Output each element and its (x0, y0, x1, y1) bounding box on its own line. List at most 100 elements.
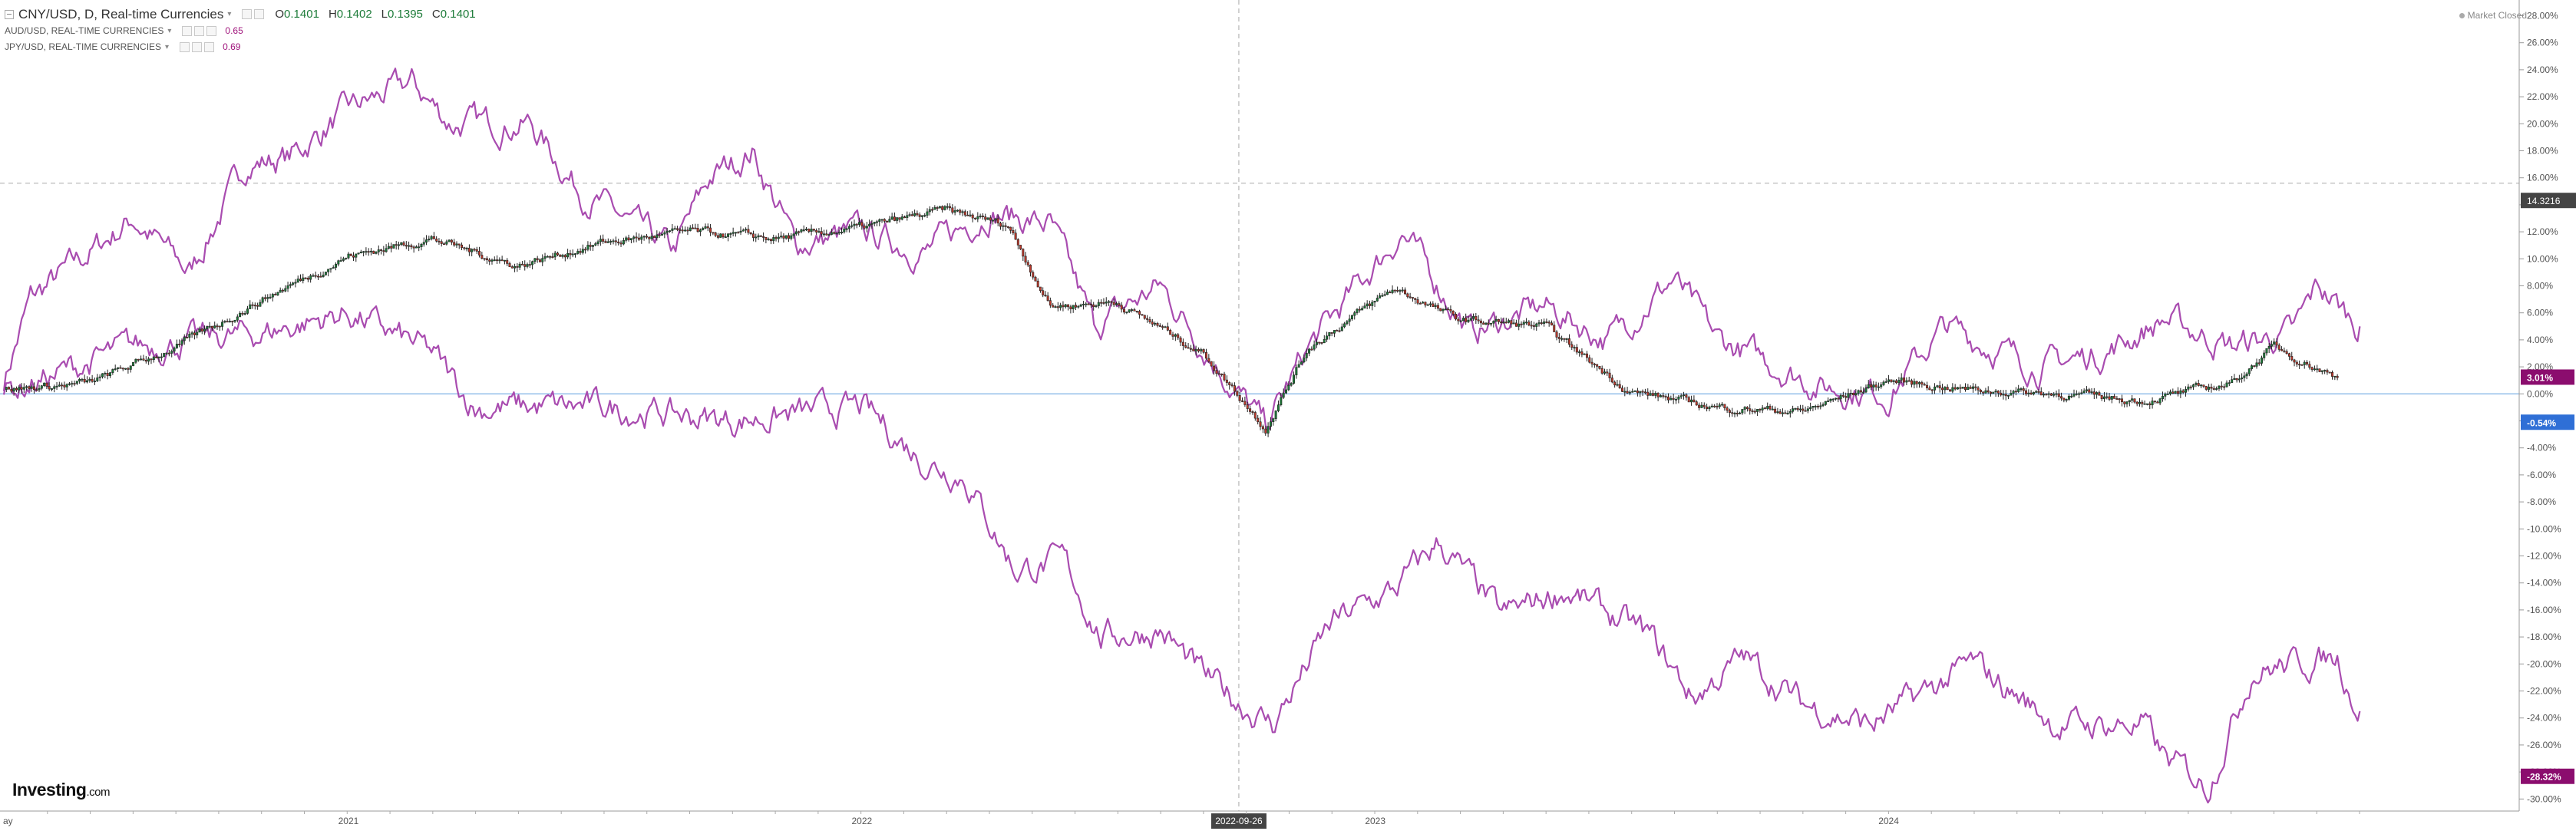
candle-body (1455, 314, 1458, 320)
investing-logo[interactable]: Investing.com (12, 780, 110, 800)
candle-body (40, 385, 43, 389)
candle-body (1029, 265, 1032, 273)
candle-body (425, 239, 428, 243)
candle-body (1444, 308, 1447, 311)
candle-body (2085, 389, 2088, 391)
candle-body (1373, 301, 1376, 303)
candle-body (1353, 312, 1356, 316)
candle-body (916, 213, 919, 216)
candle-body (2174, 391, 2177, 394)
series-line-jpy-usd (2, 305, 2361, 804)
candle-body (812, 229, 815, 231)
candle-body (2164, 394, 2167, 397)
candle-body (2156, 401, 2159, 404)
settings-overlay-button[interactable] (194, 26, 205, 36)
candle-body (347, 253, 350, 259)
candle-body (1416, 299, 1419, 304)
crosshair-date-badge (1210, 813, 1267, 829)
candle-body (239, 312, 242, 318)
candle-body (648, 236, 651, 239)
candle-body (1067, 304, 1070, 308)
series-layer (0, 0, 2519, 811)
candle-body (1151, 322, 1154, 325)
candle-body (2049, 393, 2053, 396)
chevron-down-icon[interactable]: ▾ (227, 10, 232, 18)
candle-body (1422, 302, 1425, 304)
candle-body (1213, 365, 1216, 371)
candle-body (1274, 411, 1277, 419)
candle-body (327, 269, 330, 272)
candle-body (518, 263, 521, 268)
hide-overlay-button[interactable] (180, 42, 190, 52)
remove-overlay-button[interactable] (204, 42, 215, 52)
candle-body (1718, 404, 1721, 407)
candle-body (1756, 409, 1759, 412)
candle-body (178, 344, 181, 345)
candle-body (1557, 337, 1560, 339)
candle-body (767, 239, 770, 241)
candle-body (1824, 401, 1827, 405)
candle-body (28, 386, 31, 389)
candle-body (1716, 406, 1719, 407)
chevron-down-icon[interactable]: ▾ (167, 27, 172, 35)
candle-body (1014, 232, 1017, 240)
candle-body (1928, 387, 1931, 391)
candle-body (523, 264, 527, 267)
chevron-down-icon[interactable]: ▾ (165, 43, 170, 51)
hide-overlay-button[interactable] (182, 26, 193, 36)
candle-body (2233, 378, 2236, 380)
candle-body (1246, 404, 1249, 409)
candle-body (1900, 378, 1903, 381)
candle-body (1343, 323, 1346, 328)
candle-body (390, 246, 393, 249)
collapse-legend-button[interactable] (5, 9, 14, 19)
candle-body (1852, 392, 1855, 395)
candle-body (1418, 302, 1422, 305)
candle-body (1806, 408, 1809, 411)
candle-body (1532, 325, 1535, 327)
candle-body (1179, 337, 1182, 343)
candle-body (1788, 411, 1792, 414)
candle-body (1949, 389, 1952, 392)
candle-body (1872, 384, 1875, 387)
candle-body (1814, 405, 1817, 407)
candle-body (2012, 391, 2015, 394)
candle-body (2007, 394, 2010, 397)
candle-body (1036, 280, 1039, 288)
candle-body (1508, 320, 1511, 323)
settings-series-button[interactable] (254, 9, 265, 19)
candle-body (1700, 404, 1703, 408)
candle-body (1690, 399, 1693, 403)
candle-body (319, 275, 322, 278)
candle-body (106, 372, 109, 377)
settings-overlay-button[interactable] (192, 42, 203, 52)
candle-body (2014, 391, 2017, 393)
last-value-badge (2521, 768, 2574, 784)
candle-body (1095, 305, 1098, 308)
candle-body (1075, 305, 1078, 308)
remove-overlay-button[interactable] (206, 26, 217, 36)
hide-series-button[interactable] (242, 9, 253, 19)
candle-body (1042, 290, 1045, 295)
candle-body (98, 376, 101, 378)
candle-body (1303, 358, 1306, 363)
candle-body (1792, 408, 1795, 412)
candle-body (1223, 374, 1226, 381)
candle-body (1837, 397, 1840, 400)
candle-body (732, 232, 735, 234)
candle-body (1585, 353, 1588, 358)
candle-body (1560, 338, 1564, 340)
price-tick-label: -8.00% (2527, 496, 2556, 507)
candle-body (1915, 381, 1918, 384)
candle-body (2039, 391, 2043, 396)
candle-body (2053, 394, 2056, 396)
candle-body (1389, 292, 1392, 294)
candle-body (2257, 362, 2261, 364)
candle-body (2082, 391, 2086, 394)
candle-body (1414, 298, 1417, 300)
candle-body (8, 387, 11, 390)
candle-body (1207, 358, 1210, 362)
candle-body (450, 239, 453, 242)
candle-body (2181, 390, 2185, 393)
